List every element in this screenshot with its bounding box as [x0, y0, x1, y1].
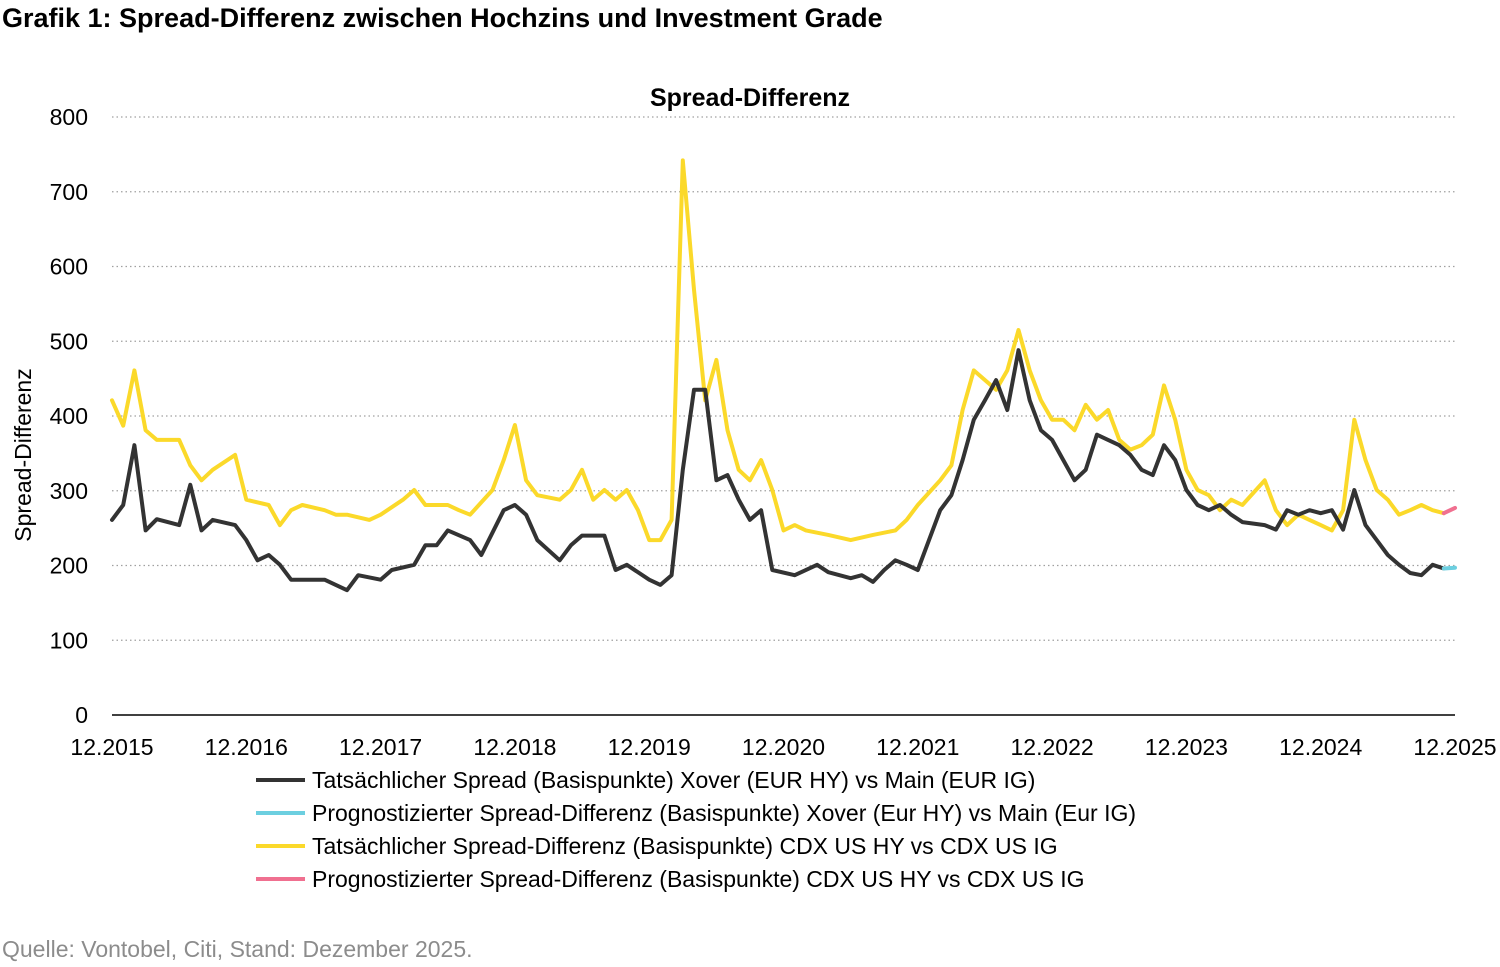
y-tick-label: 100 [50, 627, 88, 653]
source-note: Quelle: Vontobel, Citi, Stand: Dezember … [2, 936, 473, 962]
y-tick-label: 600 [50, 254, 88, 280]
y-tick-label: 500 [50, 328, 88, 354]
chart-title: Spread-Differenz [650, 84, 850, 112]
y-tick-label: 400 [50, 403, 88, 429]
legend-label: Prognostizierter Spread-Differenz (Basis… [312, 800, 1136, 826]
legend-item: Prognostizierter Spread-Differenz (Basis… [256, 800, 1136, 826]
x-tick-label: 12.2018 [473, 734, 556, 760]
y-tick-label: 800 [50, 104, 88, 130]
x-tick-label: 12.2015 [70, 734, 153, 760]
legend-label: Prognostizierter Spread-Differenz (Basis… [312, 866, 1084, 892]
series-line-3 [1441, 505, 1457, 516]
legend-label: Tatsächlicher Spread (Basispunkte) Xover… [312, 767, 1035, 793]
legend-item: Prognostizierter Spread-Differenz (Basis… [256, 866, 1084, 892]
x-tick-label: 12.2020 [742, 734, 825, 760]
series-line-1 [1441, 565, 1457, 571]
x-tick-label: 12.2021 [876, 734, 959, 760]
x-tick-label: 12.2016 [205, 734, 288, 760]
x-tick-label: 12.2022 [1011, 734, 1094, 760]
y-tick-label: 200 [50, 553, 88, 579]
y-tick-label: 0 [75, 702, 88, 728]
figure-title: Grafik 1: Spread-Differenz zwischen Hoch… [2, 3, 883, 33]
x-tick-label: 12.2024 [1279, 734, 1362, 760]
series-line-2 [110, 158, 1446, 543]
y-tick-label: 300 [50, 478, 88, 504]
x-tick-label: 12.2025 [1413, 734, 1496, 760]
x-tick-label: 12.2023 [1145, 734, 1228, 760]
x-tick-label: 12.2019 [608, 734, 691, 760]
y-tick-label: 700 [50, 179, 88, 205]
legend-item: Tatsächlicher Spread (Basispunkte) Xover… [256, 767, 1035, 793]
x-tick-label: 12.2017 [339, 734, 422, 760]
series-line-0 [110, 348, 1446, 593]
legend-item: Tatsächlicher Spread-Differenz (Basispun… [256, 833, 1058, 859]
y-axis-label: Spread-Differenz [10, 368, 36, 541]
legend-label: Tatsächlicher Spread-Differenz (Basispun… [312, 833, 1058, 859]
